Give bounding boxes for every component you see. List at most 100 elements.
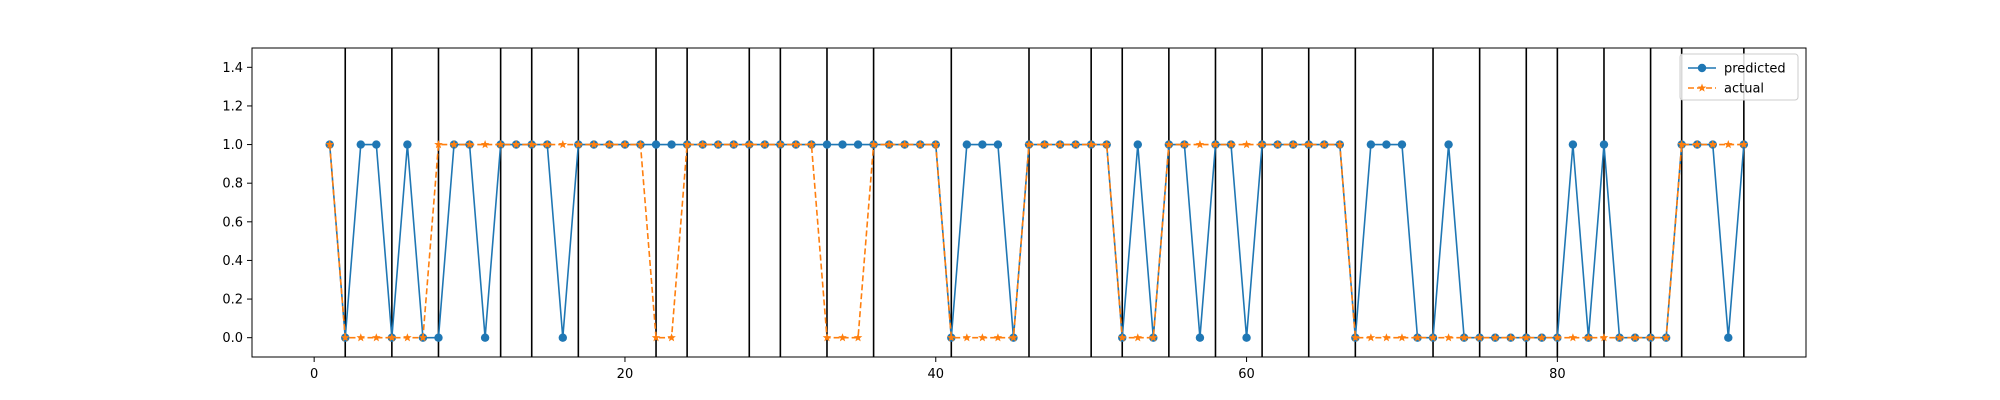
x-tick-label: 0 (310, 367, 318, 382)
data-point (542, 140, 552, 149)
data-point (620, 140, 630, 149)
data-point (403, 333, 412, 342)
data-point (978, 333, 987, 342)
data-point (1615, 333, 1624, 342)
y-tick-label: 1.2 (222, 99, 243, 114)
data-point (1086, 140, 1096, 149)
data-point (1319, 140, 1329, 149)
data-point (372, 140, 381, 149)
data-point (527, 140, 536, 149)
y-tick-label: 0.0 (222, 331, 243, 346)
data-point (884, 140, 894, 149)
data-point (1724, 140, 1733, 149)
data-point (558, 140, 568, 149)
data-point (1102, 140, 1111, 149)
data-point (807, 140, 816, 149)
data-point (1428, 333, 1438, 342)
data-point (760, 140, 770, 149)
x-tick-label: 60 (1238, 367, 1255, 382)
data-point (434, 333, 443, 342)
data-point (682, 140, 692, 149)
data-point (387, 333, 397, 342)
data-point (838, 140, 847, 149)
data-point (1242, 140, 1251, 149)
data-point (1568, 140, 1578, 149)
data-point (822, 333, 832, 342)
data-point (356, 140, 365, 149)
data-point (1397, 140, 1407, 149)
data-point (1195, 140, 1205, 149)
data-point (1133, 140, 1142, 149)
data-point (651, 333, 661, 342)
data-point (667, 140, 676, 149)
series-predicted (325, 140, 1749, 342)
data-point (418, 333, 428, 342)
data-point (1226, 140, 1236, 149)
series-actual (325, 140, 1749, 342)
legend-marker-predicted (1697, 63, 1707, 73)
data-point (1055, 140, 1065, 149)
y-tick-label: 0.4 (222, 254, 243, 269)
data-point (962, 140, 972, 149)
data-point (1708, 140, 1718, 149)
data-point (1117, 333, 1127, 342)
plot-frame (251, 47, 1807, 358)
data-point (1584, 333, 1593, 342)
data-point (962, 333, 972, 342)
data-point (1071, 140, 1080, 149)
y-tick-label: 1.0 (222, 138, 243, 153)
data-point (1164, 140, 1174, 149)
data-point (1257, 140, 1267, 149)
data-point (1397, 333, 1407, 342)
data-point (1009, 333, 1018, 342)
data-point (1490, 333, 1500, 342)
data-point (1180, 140, 1189, 149)
data-point (1382, 140, 1391, 149)
y-tick-label: 0.6 (222, 215, 243, 230)
data-point (1599, 333, 1609, 342)
data-point (1273, 140, 1282, 149)
data-point (1553, 333, 1562, 342)
vertical-lines (344, 48, 1745, 357)
data-point (1506, 333, 1516, 342)
y-axis: 0.0 0.2 0.4 0.6 0.8 1.0 1.2 1.4 (222, 61, 252, 346)
data-point (403, 140, 412, 149)
data-point (900, 140, 909, 149)
legend-label-actual: actual (1724, 82, 1764, 97)
data-point (1366, 333, 1376, 342)
data-point (605, 140, 614, 149)
data-point (931, 140, 941, 149)
y-tick-label: 0.8 (222, 177, 243, 192)
data-point (574, 140, 583, 149)
data-point (776, 140, 785, 149)
data-point (1335, 140, 1345, 149)
data-point (1661, 333, 1671, 342)
data-point (993, 333, 1003, 342)
x-axis: 0 20 40 60 80 (310, 357, 1566, 382)
data-point (1288, 140, 1298, 149)
x-tick-label: 40 (927, 367, 944, 382)
series-line-actual (328, 143, 1744, 339)
data-point (449, 140, 459, 149)
data-point (372, 333, 381, 342)
data-point (915, 140, 925, 149)
legend-marker-actual (1697, 83, 1707, 92)
data-point (340, 333, 350, 342)
data-point (1739, 140, 1749, 149)
data-point (480, 140, 490, 149)
series-layer (325, 140, 1749, 342)
data-point (729, 140, 739, 149)
legend-label-predicted: predicted (1724, 62, 1786, 77)
x-tick-label: 20 (617, 367, 634, 382)
data-point (636, 140, 645, 149)
data-point (947, 333, 956, 342)
data-point (1724, 333, 1733, 342)
x-tick-label: 80 (1549, 367, 1566, 382)
data-point (838, 333, 847, 342)
data-point (1444, 140, 1453, 149)
data-point (822, 140, 832, 149)
data-point (1459, 333, 1469, 342)
data-point (434, 140, 443, 149)
data-point (698, 140, 707, 149)
